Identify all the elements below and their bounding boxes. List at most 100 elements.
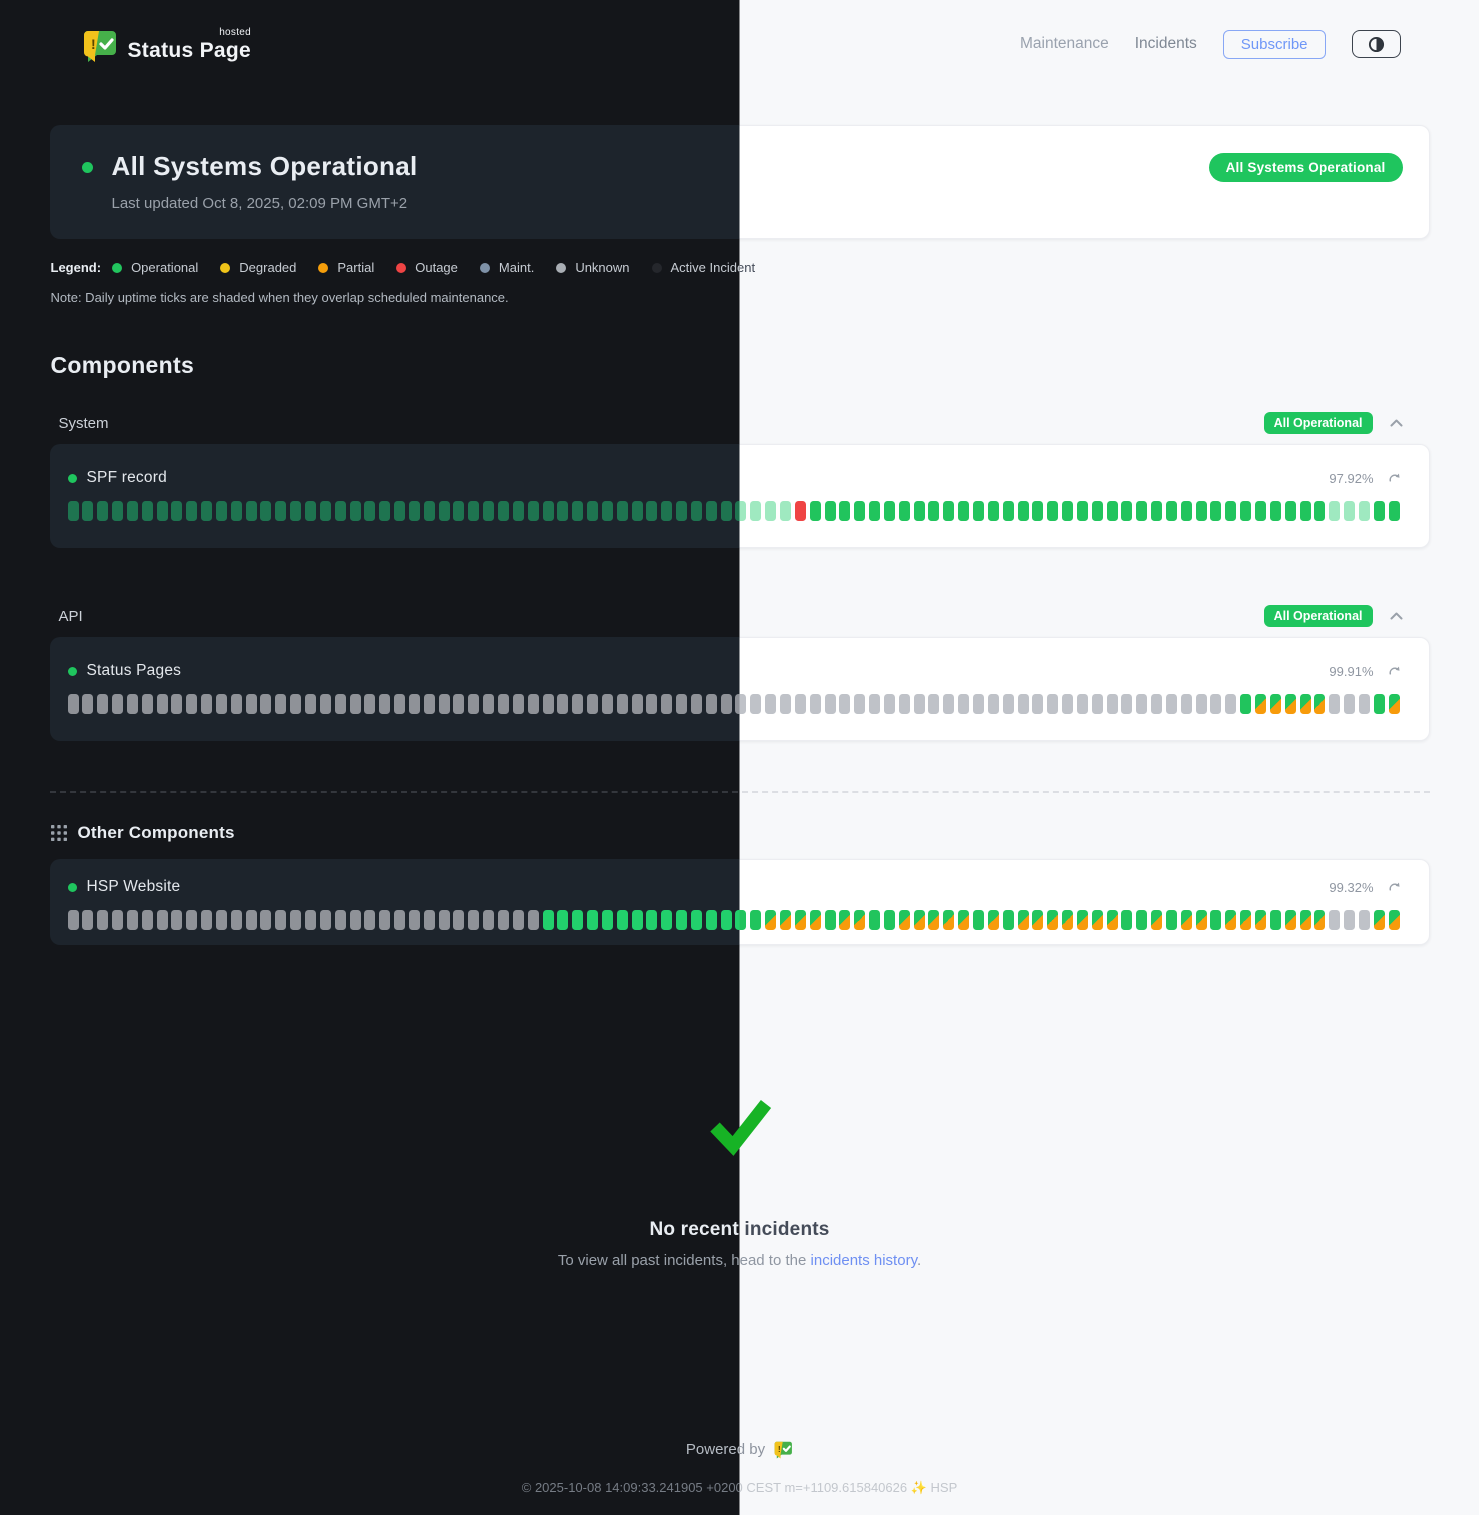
uptime-tick[interactable] [1121, 694, 1133, 714]
uptime-tick[interactable] [483, 501, 495, 521]
uptime-tick[interactable] [705, 501, 717, 521]
uptime-tick[interactable] [453, 694, 465, 714]
uptime-tick[interactable] [141, 694, 153, 714]
uptime-tick[interactable] [690, 501, 702, 521]
uptime-tick[interactable] [557, 910, 569, 930]
uptime-tick[interactable] [913, 501, 925, 521]
uptime-tick[interactable] [987, 501, 999, 521]
uptime-tick[interactable] [230, 694, 242, 714]
uptime-tick[interactable] [1373, 910, 1385, 930]
theme-toggle-button[interactable] [1351, 30, 1401, 58]
uptime-tick[interactable] [1032, 694, 1044, 714]
uptime-tick[interactable] [720, 501, 732, 521]
uptime-tick[interactable] [1344, 694, 1356, 714]
uptime-tick[interactable] [1136, 910, 1148, 930]
uptime-tick[interactable] [394, 694, 406, 714]
uptime-tick[interactable] [67, 694, 79, 714]
uptime-tick[interactable] [1106, 501, 1118, 521]
uptime-tick[interactable] [364, 910, 376, 930]
uptime-tick[interactable] [1299, 694, 1311, 714]
uptime-tick[interactable] [186, 910, 198, 930]
uptime-tick[interactable] [97, 501, 109, 521]
uptime-tick[interactable] [839, 694, 851, 714]
uptime-tick[interactable] [1017, 910, 1029, 930]
uptime-tick[interactable] [601, 694, 613, 714]
uptime-tick[interactable] [408, 694, 420, 714]
collapse-group-button[interactable] [1386, 607, 1407, 625]
uptime-tick[interactable] [215, 910, 227, 930]
uptime-tick[interactable] [943, 501, 955, 521]
uptime-tick[interactable] [512, 694, 524, 714]
uptime-tick[interactable] [676, 694, 688, 714]
uptime-tick[interactable] [379, 694, 391, 714]
uptime-tick[interactable] [305, 694, 316, 714]
incidents-history-link[interactable]: incidents history [810, 1252, 917, 1269]
uptime-tick[interactable] [869, 501, 881, 521]
uptime-tick[interactable] [1180, 910, 1192, 930]
uptime-tick[interactable] [97, 694, 109, 714]
uptime-tick[interactable] [780, 694, 791, 714]
uptime-tick[interactable] [1032, 501, 1044, 521]
uptime-tick[interactable] [1373, 694, 1385, 714]
uptime-tick[interactable] [1240, 910, 1252, 930]
uptime-tick[interactable] [379, 501, 391, 521]
uptime-tick[interactable] [171, 694, 183, 714]
uptime-tick[interactable] [958, 501, 970, 521]
uptime-tick[interactable] [1373, 501, 1385, 521]
uptime-tick[interactable] [958, 694, 970, 714]
uptime-tick[interactable] [334, 910, 346, 930]
uptime-tick[interactable] [126, 910, 138, 930]
subscribe-button[interactable]: Subscribe [1222, 29, 1326, 59]
uptime-tick[interactable] [156, 501, 168, 521]
uptime-tick[interactable] [780, 910, 791, 930]
uptime-tick[interactable] [616, 501, 628, 521]
uptime-tick[interactable] [82, 694, 94, 714]
uptime-tick[interactable] [1255, 910, 1266, 930]
uptime-tick[interactable] [230, 910, 242, 930]
uptime-tick[interactable] [82, 501, 94, 521]
uptime-tick[interactable] [854, 694, 866, 714]
uptime-tick[interactable] [1240, 694, 1252, 714]
uptime-tick[interactable] [735, 501, 740, 521]
uptime-tick[interactable] [661, 501, 673, 521]
uptime-tick[interactable] [379, 910, 391, 930]
uptime-tick[interactable] [750, 501, 762, 521]
uptime-tick[interactable] [631, 501, 643, 521]
uptime-tick[interactable] [765, 910, 777, 930]
uptime-tick[interactable] [1076, 501, 1088, 521]
nav-incidents[interactable]: Incidents [1134, 35, 1197, 52]
uptime-tick[interactable] [126, 694, 138, 714]
uptime-tick[interactable] [364, 694, 376, 714]
uptime-tick[interactable] [260, 910, 272, 930]
uptime-tick[interactable] [215, 694, 227, 714]
uptime-tick[interactable] [809, 694, 821, 714]
uptime-tick[interactable] [334, 501, 346, 521]
uptime-tick[interactable] [972, 501, 984, 521]
uptime-tick[interactable] [186, 501, 198, 521]
uptime-tick[interactable] [557, 501, 569, 521]
uptime-tick[interactable] [364, 501, 376, 521]
uptime-tick[interactable] [1091, 694, 1103, 714]
uptime-tick[interactable] [483, 694, 495, 714]
uptime-tick[interactable] [1255, 694, 1266, 714]
uptime-tick[interactable] [1388, 694, 1400, 714]
uptime-tick[interactable] [112, 910, 124, 930]
uptime-tick[interactable] [1225, 910, 1237, 930]
uptime-tick[interactable] [735, 694, 740, 714]
uptime-tick[interactable] [631, 910, 643, 930]
uptime-tick[interactable] [913, 910, 925, 930]
uptime-tick[interactable] [1314, 694, 1326, 714]
uptime-tick[interactable] [735, 910, 740, 930]
uptime-tick[interactable] [1344, 501, 1356, 521]
uptime-tick[interactable] [112, 501, 124, 521]
uptime-tick[interactable] [898, 501, 910, 521]
uptime-tick[interactable] [1165, 501, 1177, 521]
uptime-tick[interactable] [423, 694, 435, 714]
uptime-tick[interactable] [824, 694, 836, 714]
nav-maintenance[interactable]: Maintenance [1019, 35, 1109, 52]
uptime-tick[interactable] [1121, 910, 1133, 930]
uptime-tick[interactable] [408, 501, 420, 521]
uptime-tick[interactable] [1180, 694, 1192, 714]
uptime-tick[interactable] [305, 910, 316, 930]
uptime-tick[interactable] [1195, 501, 1207, 521]
